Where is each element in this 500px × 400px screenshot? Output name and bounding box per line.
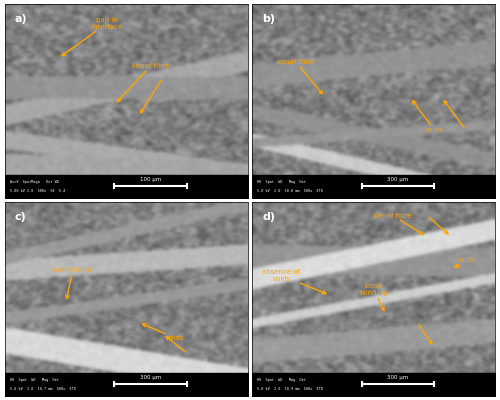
Text: 300 μm: 300 μm (388, 374, 408, 380)
Text: c): c) (14, 212, 26, 222)
Text: AccV  SpotMagn   Det WD: AccV SpotMagn Det WD (10, 180, 58, 184)
Text: absence of
voids: absence of voids (262, 269, 326, 294)
Text: loose
bonding: loose bonding (360, 283, 388, 310)
Text: kenaf fibre: kenaf fibre (374, 212, 424, 234)
Text: 5.0 kV  2.0  10.9 mm  500x  ETD: 5.0 kV 2.0 10.9 mm 500x ETD (258, 387, 323, 391)
Text: voids: voids (455, 257, 475, 268)
Text: 300 μm: 300 μm (140, 374, 161, 380)
Text: kenaf fibre: kenaf fibre (54, 267, 92, 299)
Text: 5.0 kV  2.0  10.7 mm  500x  ETD: 5.0 kV 2.0 10.7 mm 500x ETD (10, 387, 76, 391)
Text: voids: voids (142, 324, 184, 341)
Text: d): d) (262, 212, 275, 222)
Text: b): b) (262, 14, 275, 24)
Text: HV  Spot  WD   Mag  Det: HV Spot WD Mag Det (10, 378, 58, 382)
Text: a): a) (14, 14, 28, 24)
Text: HV  Spot  WD   Mag  Det: HV Spot WD Mag Det (258, 378, 306, 382)
Text: voids: voids (412, 101, 444, 133)
Text: kenaf fibre: kenaf fibre (117, 63, 170, 102)
Text: 300 μm: 300 μm (388, 176, 408, 182)
Text: HV  Spot  WD   Mag  Det: HV Spot WD Mag Det (258, 180, 306, 184)
Text: 100 μm: 100 μm (140, 176, 161, 182)
Text: 5.00 kV 2.0  500x  SE  5.4: 5.00 kV 2.0 500x SE 5.4 (10, 189, 65, 193)
Text: 5.0 kV  2.0  10.8 mm  500x  ETD: 5.0 kV 2.0 10.8 mm 500x ETD (258, 189, 323, 193)
Text: kenaf fibre: kenaf fibre (278, 59, 322, 94)
Text: gap in
interface: gap in interface (62, 17, 122, 56)
